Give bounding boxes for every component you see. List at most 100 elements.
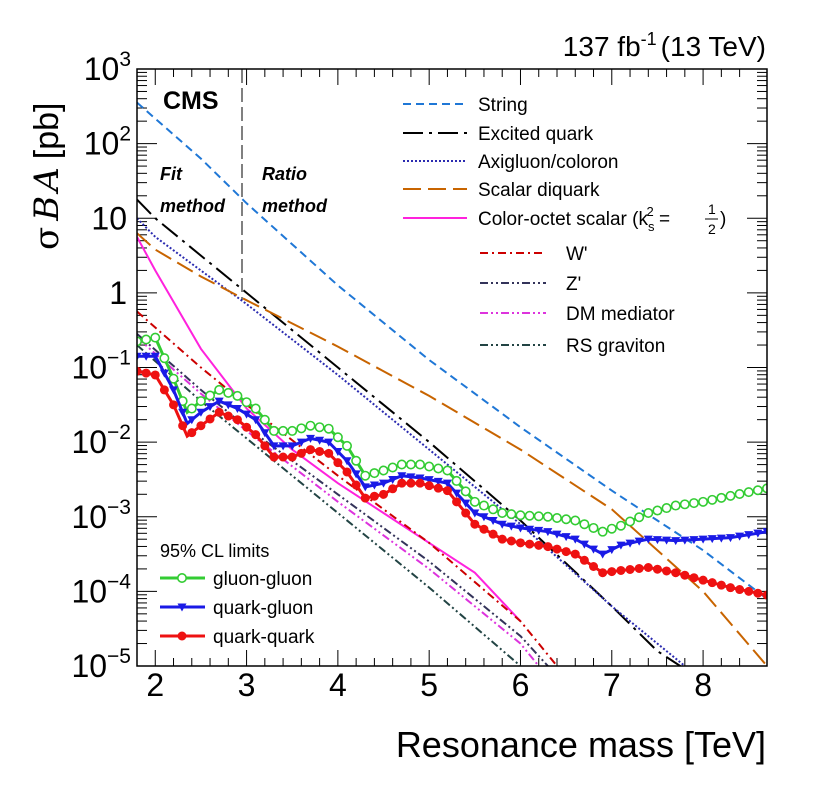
- legend-label-wprime: W': [566, 244, 588, 265]
- legend-label-string: String: [478, 95, 528, 116]
- limit-point-gg: [241, 397, 252, 408]
- limit-point-qq: [570, 549, 580, 559]
- theory-curve-dm: [137, 336, 540, 666]
- legend-label-quark-gluon: quark-gluon: [213, 598, 313, 619]
- limit-point-qg: [187, 416, 197, 425]
- limit-point-qq: [351, 480, 361, 490]
- data-series: [137, 101, 767, 666]
- limit-point-gg: [551, 512, 562, 523]
- limit-point-qg: [589, 545, 599, 554]
- limit-point-gg: [561, 514, 572, 525]
- limit-point-gg: [296, 423, 307, 434]
- legend-label-gluon-gluon: gluon-gluon: [213, 569, 312, 590]
- limit-point-qq: [205, 414, 215, 424]
- limit-point-gg: [360, 470, 371, 481]
- limit-point-qg: [579, 540, 589, 549]
- limit-point-qg: [689, 536, 699, 545]
- limit-point-qq: [589, 562, 599, 571]
- limit-point-gg: [424, 461, 435, 472]
- limit-point-gg: [351, 455, 362, 466]
- limit-point-qg: [369, 481, 379, 490]
- limit-point-gg: [287, 425, 298, 436]
- limit-point-qq: [177, 631, 187, 641]
- y-tick-label: 1: [109, 275, 127, 311]
- limit-point-qg: [169, 386, 179, 395]
- limit-point-qq: [178, 421, 188, 431]
- limit-point-gg: [725, 490, 736, 501]
- limit-point-qg: [342, 457, 352, 466]
- limit-point-gg: [533, 511, 544, 522]
- limit-point-gg: [588, 522, 599, 533]
- luminosity-label: 137 fb-1 (13 TeV): [563, 29, 766, 62]
- limit-point-qq: [488, 529, 498, 539]
- limit-point-qq: [607, 567, 617, 577]
- y-tick-label: 10−4: [71, 570, 131, 609]
- limit-point-gg: [579, 519, 590, 530]
- limit-point-qg: [643, 535, 653, 544]
- limit-point-qq: [662, 566, 672, 576]
- limit-point-gg: [232, 390, 243, 401]
- limit-point-qg: [634, 537, 644, 546]
- limit-point-qq: [169, 400, 179, 410]
- limit-point-qq: [716, 580, 726, 590]
- limit-point-qq: [315, 446, 325, 456]
- legend-label-excited-quark: Excited quark: [478, 124, 594, 145]
- limit-point-qq: [643, 562, 653, 572]
- limit-point-qg: [497, 520, 507, 529]
- limit-point-qg: [515, 524, 525, 533]
- legend-label-color-octet: Color-octet scalar (ks2 =: [478, 204, 670, 234]
- limit-point-gg: [488, 504, 499, 515]
- limit-point-qg: [543, 528, 553, 537]
- theory-curve-zprime: [137, 333, 549, 666]
- limit-point-qg: [735, 532, 745, 541]
- limit-point-gg: [341, 440, 352, 451]
- limit-point-qq: [707, 578, 717, 588]
- limit-point-qq: [579, 555, 589, 565]
- limit-curve-qg: [137, 354, 767, 556]
- theory-curve-wprime: [137, 310, 558, 666]
- limit-point-gg: [679, 499, 690, 510]
- limit-point-gg: [205, 390, 216, 401]
- limit-point-qg: [753, 529, 763, 538]
- legend-label-quark-quark: quark-quark: [213, 627, 315, 648]
- limit-point-qg: [470, 509, 480, 518]
- limit-point-qq: [762, 590, 767, 600]
- limit-point-gg: [314, 422, 325, 433]
- limit-point-qg: [287, 442, 297, 451]
- limit-point-gg: [186, 403, 197, 414]
- y-tick-label: 10−3: [71, 496, 131, 535]
- limit-point-qg: [351, 470, 361, 479]
- limit-point-gg: [168, 373, 179, 384]
- limit-point-qq: [671, 568, 681, 578]
- limit-point-qg: [296, 438, 306, 447]
- limit-point-qq: [625, 564, 635, 574]
- plot-frame: [136, 68, 768, 667]
- limit-point-gg: [387, 462, 398, 473]
- limit-point-gg: [323, 423, 334, 434]
- y-tick-label: 102: [84, 123, 131, 162]
- y-tick-label: 10: [91, 200, 127, 236]
- limit-point-gg: [707, 494, 718, 505]
- limit-point-qg: [570, 535, 580, 544]
- limit-point-qq: [515, 538, 525, 548]
- limit-point-qg: [159, 369, 169, 378]
- limit-point-qq: [680, 570, 690, 580]
- limit-point-gg: [670, 500, 681, 511]
- limit-point-gg: [698, 496, 709, 507]
- limit-point-qg: [652, 536, 662, 545]
- limit-point-gg: [433, 463, 444, 474]
- fit-method-label: Fit method: [160, 164, 226, 216]
- limit-point-qg: [707, 535, 717, 544]
- y-tick-label: 10−1: [71, 347, 131, 386]
- limit-point-qq: [196, 421, 206, 431]
- limit-point-qq: [369, 491, 379, 501]
- limit-point-qq: [333, 458, 343, 468]
- limit-point-qg: [671, 537, 681, 546]
- limit-point-qg: [178, 408, 188, 417]
- x-tick-label: 7: [603, 667, 621, 703]
- limit-point-qg: [716, 534, 726, 543]
- limit-point-qg: [506, 522, 516, 531]
- limit-point-qq: [433, 483, 443, 493]
- limit-point-gg: [278, 425, 289, 436]
